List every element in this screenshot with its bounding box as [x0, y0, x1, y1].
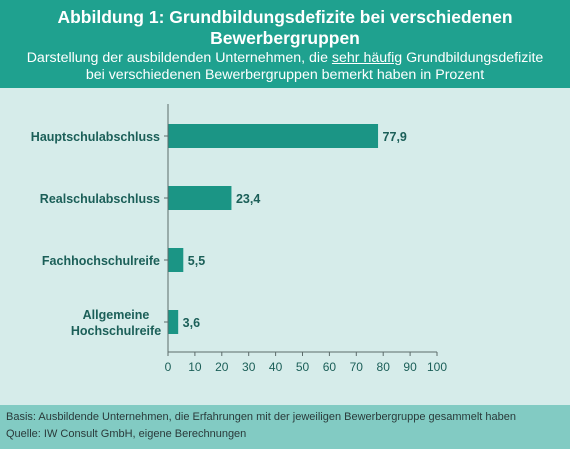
x-tick-label: 50	[296, 360, 310, 374]
bar	[168, 186, 232, 210]
chart-title: Abbildung 1: Grundbildungsdefizite bei v…	[0, 0, 570, 49]
category-label: Fachhochschulreife	[42, 254, 160, 268]
bar	[168, 310, 179, 334]
category-label: Realschulabschluss	[40, 192, 160, 206]
bar-value-label: 5,5	[188, 254, 205, 268]
x-tick-label: 70	[350, 360, 364, 374]
subtitle-after: Grundbildungsdefizite	[402, 50, 544, 66]
chart-subtitle: Darstellung der ausbildenden Unternehmen…	[0, 50, 570, 84]
x-tick-label: 90	[403, 360, 417, 374]
subtitle-before: Darstellung der ausbildenden Unternehmen…	[26, 50, 332, 66]
chart-area: 0 10 20 30 40 50 60 70 80 90 100 77,9 Hauptschulabsc…	[8, 96, 562, 396]
category-label: Hauptschulabschluss	[31, 130, 160, 144]
bar-value-label: 3,6	[183, 316, 200, 330]
subtitle-emphasis: sehr häufig	[331, 50, 403, 66]
x-tick-label: 60	[323, 360, 337, 374]
x-tick-label: 80	[377, 360, 391, 374]
x-tick-label: 10	[188, 360, 202, 374]
category-label-line: Hochschulreife	[71, 324, 161, 338]
footer-basis: Basis: Ausbildende Unternehmen, die Erfa…	[6, 411, 516, 423]
footer-source: Quelle: IW Consult GmbH, eigene Berechnu…	[6, 428, 247, 440]
title-line-2: Bewerbergruppen	[210, 28, 360, 48]
x-tick-label: 0	[165, 360, 172, 374]
bar	[168, 248, 184, 272]
bar-chart: 0 10 20 30 40 50 60 70 80 90 100 77,9 Hauptschulabsc…	[31, 104, 447, 374]
title-line-1: Abbildung 1: Grundbildungsdefizite bei v…	[57, 7, 513, 27]
category-label-line: Fachhochschulreife	[42, 254, 160, 268]
bar	[168, 124, 379, 148]
category-label-line: Allgemeine	[83, 308, 150, 322]
category-label-line: Hauptschulabschluss	[31, 130, 160, 144]
x-tick-label: 100	[427, 360, 447, 374]
x-tick-label: 30	[242, 360, 256, 374]
bar-value-label: 77,9	[383, 130, 407, 144]
bar-value-label: 23,4	[236, 192, 260, 206]
chart-footer: Basis: Ausbildende Unternehmen, die Erfa…	[0, 405, 570, 449]
subtitle-line-2: bei verschiedenen Bewerbergruppen bemerk…	[85, 67, 485, 83]
category-label-line: Realschulabschluss	[40, 192, 160, 206]
x-tick-label: 20	[215, 360, 229, 374]
chart-header: Abbildung 1: Grundbildungsdefizite bei v…	[0, 0, 570, 88]
category-label: Allgemeine Hochschulreife	[71, 308, 161, 338]
x-tick-label: 40	[269, 360, 283, 374]
